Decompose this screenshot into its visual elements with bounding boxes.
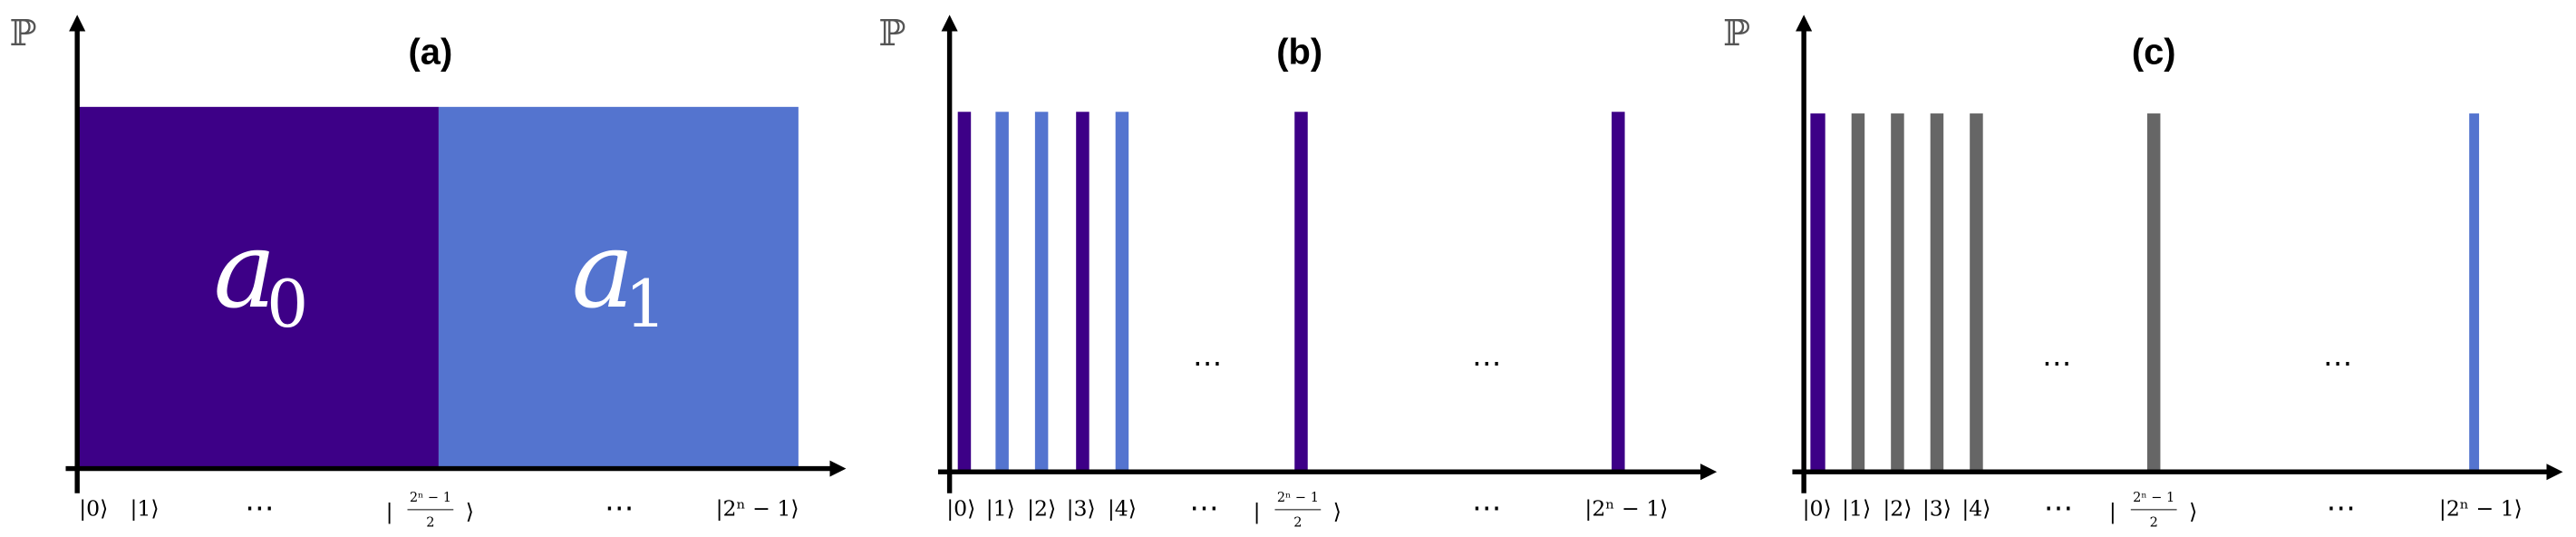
block-a1 [438, 106, 799, 469]
fraction-right: ⟩ [2189, 499, 2197, 524]
y-axis-label: ℙ [1723, 13, 1750, 54]
x-tick-label: |2ⁿ − 1⟩ [716, 495, 799, 522]
bars-b [957, 112, 1625, 473]
x-tick-label: |2⟩ [1027, 495, 1056, 522]
x-tick-label: |4⟩ [1108, 495, 1137, 522]
x-tick-label: ⋯ [605, 491, 634, 525]
fraction-denominator: 2 [2150, 515, 2158, 530]
x-tick-label: ⋯ [2327, 491, 2357, 525]
ellipsis: ⋯ [1193, 346, 1223, 380]
x-tick-label: |0⟩ [1803, 495, 1832, 522]
x-tick-label: |1⟩ [1842, 495, 1871, 522]
fraction-numerator: 2ⁿ − 1 [410, 491, 451, 505]
x-tick-label: |1⟩ [986, 495, 1015, 522]
x-tick-label: |4⟩ [1961, 495, 1990, 522]
x-tick-label: ⋯ [1472, 491, 1502, 525]
x-tick-label: |3⟩ [1067, 495, 1096, 522]
block-symbol: a [213, 210, 276, 332]
y-axis-label: ℙ [9, 13, 36, 54]
x-tick-label: ⋯ [2044, 491, 2074, 525]
axes [65, 15, 2563, 493]
panel-label: (a) [409, 32, 453, 72]
x-tick-label: |2ⁿ − 1⟩ [1584, 495, 1668, 522]
block-a0 [77, 106, 439, 469]
bars-c [1810, 113, 2480, 473]
y-axis-label: ℙ [878, 13, 905, 54]
fraction-right: ⟩ [1333, 499, 1341, 524]
fraction-numerator: 2ⁿ − 1 [2133, 491, 2174, 505]
fraction-denominator: 2 [1293, 515, 1302, 530]
panel-label: (c) [2132, 32, 2176, 72]
panel-label: (b) [1276, 32, 1322, 72]
block-subscript: 1 [625, 267, 666, 343]
fraction-denominator: 2 [426, 515, 434, 530]
fraction-left: | [2109, 499, 2116, 525]
x-tick-label: ⋯ [245, 491, 275, 525]
x-tick-label: |0⟩ [79, 495, 108, 522]
block-subscript: 0 [266, 267, 308, 343]
block-symbol: a [572, 210, 634, 332]
x-tick-label: |3⟩ [1922, 495, 1951, 522]
ellipsis: ⋯ [2042, 346, 2072, 380]
ellipsis: ⋯ [1472, 346, 1502, 380]
x-tick-label: |1⟩ [130, 495, 159, 522]
x-tick-label: |2⟩ [1883, 495, 1912, 522]
fraction-left: | [386, 499, 393, 525]
x-tick-label: ⋯ [1189, 491, 1219, 525]
fraction-left: | [1254, 499, 1261, 525]
ellipsis: ⋯ [2323, 346, 2353, 380]
x-tick-label: |2ⁿ − 1⟩ [2439, 495, 2523, 522]
fraction-right: ⟩ [466, 499, 474, 524]
x-tick-label: |0⟩ [946, 495, 975, 522]
fraction-numerator: 2ⁿ − 1 [1277, 491, 1319, 505]
